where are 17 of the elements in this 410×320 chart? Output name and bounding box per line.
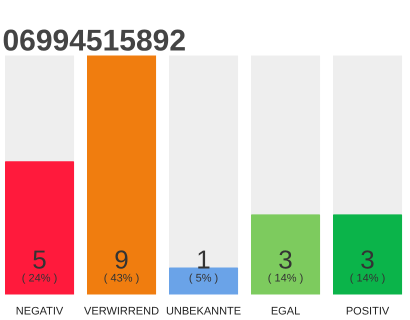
bar xyxy=(169,267,238,294)
annotation: ( 24% ) xyxy=(22,272,58,284)
data-label: 3 xyxy=(360,244,375,274)
chart-title: 06994515892 xyxy=(2,24,186,58)
x-tick-label: VERWIRREND xyxy=(84,306,160,318)
x-tick-label: POSITIV xyxy=(346,306,390,318)
annotation: ( 43% ) xyxy=(104,272,140,284)
data-label: 1 xyxy=(196,244,211,274)
annotation: ( 5% ) xyxy=(188,272,218,284)
x-tick-label: EGAL xyxy=(270,306,300,318)
annotation: ( 14% ) xyxy=(268,272,304,284)
data-label: 5 xyxy=(32,244,47,274)
data-label: 9 xyxy=(114,244,129,274)
x-tick-label: UNBEKANNTE xyxy=(166,306,242,318)
annotation: ( 14% ) xyxy=(350,272,386,284)
x-tick-label: NEGATIV xyxy=(16,306,64,318)
data-label: 3 xyxy=(278,244,293,274)
